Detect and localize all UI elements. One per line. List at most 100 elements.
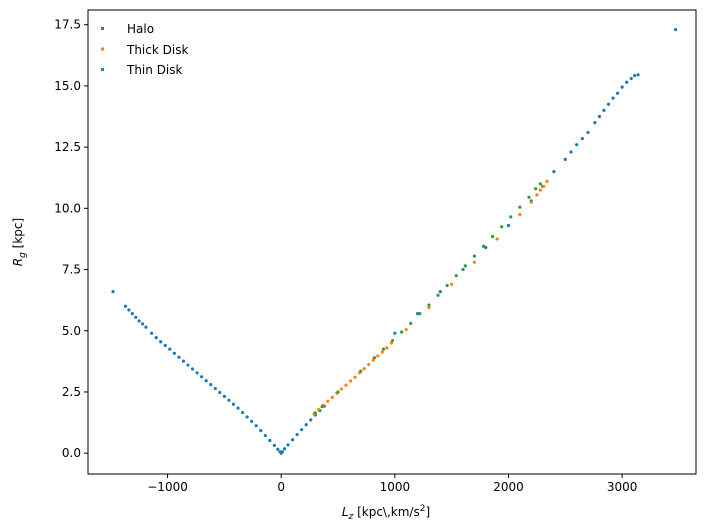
x-tick-label: 2000 [493, 480, 524, 494]
data-point-halo [144, 325, 148, 329]
data-point-thick-disk [326, 399, 330, 403]
data-point-halo [259, 429, 263, 433]
legend-label-thin-disk: Thin Disk [126, 63, 183, 77]
data-point-thin-disk [481, 244, 486, 248]
data-point-halo [263, 433, 267, 438]
data-point-halo [163, 343, 167, 348]
data-point-halo [295, 432, 299, 437]
data-point-halo [130, 312, 134, 316]
data-point-thick-disk [353, 375, 357, 379]
x-tick-label: 3000 [607, 480, 638, 494]
data-point-halo [137, 319, 141, 323]
data-point-thin-disk [381, 347, 386, 351]
y-tick-label: 5.0 [62, 324, 81, 338]
data-point-halo [629, 76, 633, 81]
data-point-halo [268, 438, 272, 443]
y-tick-label: 10.0 [54, 201, 81, 215]
data-point-halo [134, 315, 138, 319]
legend-marker-halo [101, 27, 104, 30]
data-point-halo [606, 102, 611, 106]
data-point-halo [415, 312, 420, 316]
data-point-halo [190, 367, 195, 371]
data-point-halo [575, 143, 579, 147]
data-point-thick-disk [376, 354, 380, 358]
data-point-halo [586, 130, 590, 135]
data-point-thin-disk [336, 390, 340, 394]
data-point-thick-disk [344, 383, 348, 387]
data-point-thin-disk [472, 254, 476, 258]
data-point-thin-disk [527, 195, 531, 199]
data-point-thick-disk [404, 327, 408, 332]
data-point-halo [636, 73, 640, 77]
data-point-halo [254, 424, 258, 428]
data-point-halo [195, 371, 199, 375]
data-point-halo [602, 108, 606, 112]
y-axis-label: Rg [kpc] [11, 218, 28, 266]
x-tick-label: 0 [277, 480, 285, 494]
plot-frame [87, 9, 697, 475]
data-points-layer [111, 27, 678, 455]
data-point-halo [181, 359, 186, 363]
data-point-thin-disk [538, 182, 542, 186]
data-point-thin-disk [490, 234, 495, 239]
data-point-halo [227, 398, 231, 402]
data-point-thick-disk [380, 350, 384, 354]
data-point-halo [304, 423, 308, 427]
data-point-thick-disk [371, 358, 375, 362]
data-point-thin-disk [509, 215, 513, 219]
x-axis-ticks: −1000 0 1000 2000 3000 [147, 474, 637, 494]
data-point-thin-disk [320, 405, 324, 409]
data-point-halo [283, 447, 287, 451]
data-point-halo [615, 91, 620, 95]
y-tick-label: 12.5 [54, 140, 81, 154]
x-tick-label: 1000 [380, 480, 411, 494]
data-point-thin-disk [418, 312, 422, 316]
data-point-halo [150, 331, 154, 335]
data-point-halo [620, 85, 624, 89]
data-point-thin-disk [518, 205, 522, 209]
data-point-halo [673, 27, 678, 32]
data-point-thick-disk [518, 212, 522, 217]
data-point-thick-disk [495, 237, 499, 241]
data-point-thick-disk [385, 346, 389, 350]
data-point-halo [213, 386, 217, 391]
legend: Halo Thick Disk Thin Disk [101, 22, 188, 77]
data-point-halo [438, 289, 442, 294]
data-point-thick-disk [362, 367, 366, 371]
data-point-halo [111, 289, 115, 294]
x-axis-label-base: L [342, 505, 349, 519]
y-tick-label: 17.5 [54, 18, 81, 32]
data-point-halo [250, 419, 254, 423]
data-point-halo [209, 383, 213, 387]
data-point-halo [597, 114, 602, 119]
data-point-thin-disk [400, 330, 404, 334]
data-point-halo [231, 402, 236, 406]
x-tick-label: −1000 [147, 480, 188, 494]
data-point-halo [569, 150, 573, 154]
y-axis-label-base: R [11, 258, 25, 266]
data-point-halo [204, 379, 208, 383]
data-point-thin-disk [436, 293, 440, 297]
legend-label-halo: Halo [127, 22, 154, 36]
data-point-halo [276, 447, 280, 451]
data-point-thick-disk [330, 395, 334, 399]
data-point-halo [309, 418, 313, 422]
data-point-thick-disk [427, 305, 431, 310]
legend-marker-thin-disk [101, 68, 104, 71]
data-point-halo [393, 331, 397, 335]
data-point-halo [240, 410, 245, 415]
data-point-halo [280, 450, 284, 454]
data-point-thick-disk [538, 188, 542, 192]
data-point-halo [593, 121, 597, 125]
y-axis-label-unit: [kpc] [11, 218, 25, 252]
data-point-halo [168, 347, 172, 351]
data-point-halo [461, 267, 465, 272]
data-point-thin-disk [409, 321, 413, 326]
y-tick-label: 15.0 [54, 79, 81, 93]
data-point-halo [552, 170, 556, 174]
y-tick-label: 0.0 [62, 446, 81, 460]
data-point-thin-disk [359, 369, 363, 373]
data-point-thick-disk [389, 341, 394, 345]
data-point-thin-disk [463, 264, 467, 268]
